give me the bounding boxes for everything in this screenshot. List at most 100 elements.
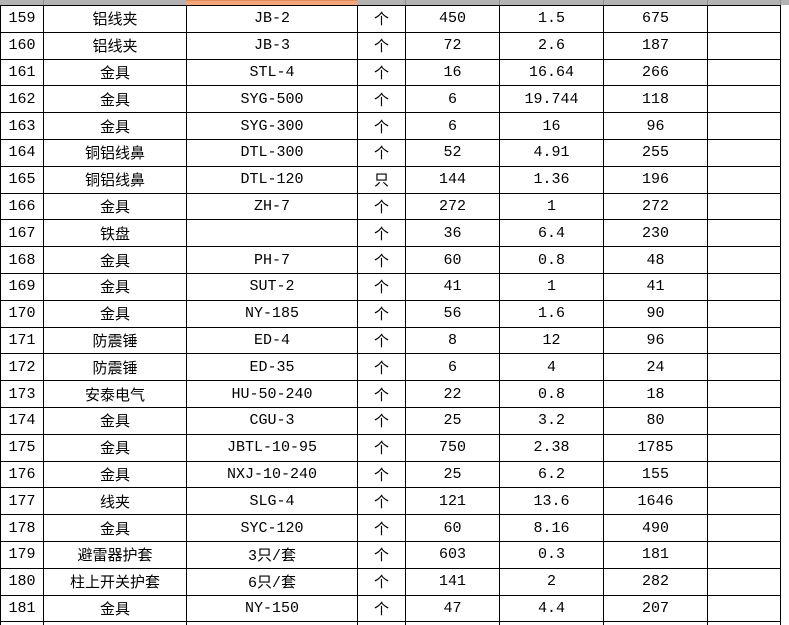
total-cell[interactable]: 96 — [603, 112, 708, 140]
quantity-cell[interactable]: 16 — [405, 58, 500, 87]
total-cell[interactable]: 18 — [603, 380, 708, 408]
row-number-cell[interactable]: 160 — [0, 31, 44, 60]
unit-price-cell[interactable]: 16 — [499, 112, 604, 140]
quantity-cell[interactable]: 141 — [405, 567, 500, 596]
row-number-cell[interactable]: 167 — [0, 219, 44, 248]
item-name-cell[interactable]: 避雷器护套 — [43, 540, 187, 569]
model-cell[interactable]: SYG-300 — [186, 112, 358, 140]
empty-cell[interactable] — [707, 219, 781, 248]
unit-price-cell[interactable]: 8.16 — [499, 514, 604, 542]
quantity-cell[interactable]: 121 — [405, 487, 500, 516]
model-cell[interactable]: JB-3 — [186, 31, 358, 60]
total-cell[interactable]: 272 — [603, 192, 708, 221]
total-cell[interactable]: 1646 — [603, 487, 708, 516]
row-number-cell[interactable]: 165 — [0, 165, 44, 194]
item-name-cell[interactable]: 铝线夹 — [43, 31, 187, 60]
model-cell[interactable]: DTL-120 — [186, 165, 358, 194]
model-cell[interactable]: JBTL-10-95 — [186, 433, 358, 462]
model-cell[interactable]: 6只/套 — [186, 567, 358, 596]
total-cell[interactable]: 196 — [603, 165, 708, 194]
unit-cell[interactable]: 个 — [357, 138, 406, 167]
empty-cell[interactable] — [707, 406, 781, 435]
total-cell[interactable]: 80 — [603, 406, 708, 435]
unit-cell[interactable]: 个 — [357, 567, 406, 596]
unit-price-cell[interactable]: 1.36 — [499, 165, 604, 194]
quantity-cell[interactable]: 52 — [405, 138, 500, 167]
unit-cell[interactable]: 个 — [357, 514, 406, 542]
row-number-cell[interactable]: 171 — [0, 326, 44, 355]
unit-cell[interactable]: 个 — [357, 460, 406, 489]
unit-price-cell[interactable]: 0.3 — [499, 540, 604, 569]
unit-cell[interactable]: 个 — [357, 58, 406, 87]
item-name-cell[interactable]: 金具 — [43, 514, 187, 542]
unit-price-cell[interactable]: 2.6 — [499, 31, 604, 60]
unit-cell[interactable]: 个 — [357, 5, 406, 33]
total-cell[interactable]: 187 — [603, 31, 708, 60]
empty-cell[interactable] — [707, 85, 781, 114]
model-cell[interactable]: CGU-3 — [186, 406, 358, 435]
row-number-cell[interactable]: 164 — [0, 138, 44, 167]
model-cell[interactable]: SLG-4 — [186, 487, 358, 516]
quantity-cell[interactable]: 41 — [405, 272, 500, 301]
row-number-cell[interactable]: 168 — [0, 246, 44, 274]
row-number-cell[interactable]: 175 — [0, 433, 44, 462]
item-name-cell[interactable]: 金具 — [43, 406, 187, 435]
item-name-cell[interactable]: 金具 — [43, 58, 187, 87]
model-cell[interactable]: SYG-500 — [186, 85, 358, 114]
quantity-cell[interactable]: 6 — [405, 112, 500, 140]
row-number-cell[interactable]: 170 — [0, 299, 44, 328]
empty-cell[interactable] — [707, 165, 781, 194]
unit-cell[interactable]: 个 — [357, 31, 406, 60]
empty-cell[interactable] — [707, 353, 781, 382]
model-cell[interactable]: NY-150 — [186, 594, 358, 623]
unit-price-cell[interactable]: 4.4 — [499, 594, 604, 623]
unit-cell[interactable]: 个 — [357, 192, 406, 221]
quantity-cell[interactable]: 6 — [405, 353, 500, 382]
quantity-cell[interactable]: 6 — [405, 85, 500, 114]
unit-cell[interactable]: 个 — [357, 594, 406, 623]
unit-cell[interactable]: 个 — [357, 406, 406, 435]
total-cell[interactable]: 48 — [603, 246, 708, 274]
total-cell[interactable]: 90 — [603, 299, 708, 328]
item-name-cell[interactable]: 柱上开关护套 — [43, 567, 187, 596]
item-name-cell[interactable]: 金具 — [43, 246, 187, 274]
total-cell[interactable]: 118 — [603, 85, 708, 114]
model-cell[interactable]: ED-35 — [186, 353, 358, 382]
model-cell[interactable]: JB-2 — [186, 5, 358, 33]
model-cell[interactable]: SUT-2 — [186, 272, 358, 301]
quantity-cell[interactable]: 25 — [405, 460, 500, 489]
unit-price-cell[interactable]: 1.5 — [499, 5, 604, 33]
item-name-cell[interactable]: 金具 — [43, 192, 187, 221]
model-cell[interactable]: HU-50-240 — [186, 380, 358, 408]
unit-price-cell[interactable]: 0.8 — [499, 380, 604, 408]
row-number-cell[interactable]: 178 — [0, 514, 44, 542]
total-cell[interactable]: 230 — [603, 219, 708, 248]
quantity-cell[interactable]: 60 — [405, 246, 500, 274]
empty-cell[interactable] — [707, 299, 781, 328]
unit-price-cell[interactable]: 1 — [499, 192, 604, 221]
item-name-cell[interactable]: 金具 — [43, 85, 187, 114]
row-number-cell[interactable]: 177 — [0, 487, 44, 516]
empty-cell[interactable] — [707, 540, 781, 569]
empty-cell[interactable] — [707, 192, 781, 221]
item-name-cell[interactable]: 金具 — [43, 460, 187, 489]
unit-cell[interactable]: 个 — [357, 380, 406, 408]
unit-price-cell[interactable]: 6.4 — [499, 219, 604, 248]
unit-price-cell[interactable]: 12 — [499, 326, 604, 355]
empty-cell[interactable] — [707, 246, 781, 274]
model-cell[interactable] — [186, 219, 358, 248]
row-number-cell[interactable]: 166 — [0, 192, 44, 221]
item-name-cell[interactable]: 线夹 — [43, 487, 187, 516]
total-cell[interactable]: 24 — [603, 353, 708, 382]
row-number-cell[interactable]: 173 — [0, 380, 44, 408]
model-cell[interactable]: NXJ-10-240 — [186, 460, 358, 489]
unit-cell[interactable]: 个 — [357, 326, 406, 355]
model-cell[interactable]: PH-7 — [186, 246, 358, 274]
empty-cell[interactable] — [707, 567, 781, 596]
unit-price-cell[interactable]: 0.8 — [499, 246, 604, 274]
total-cell[interactable]: 282 — [603, 567, 708, 596]
empty-cell[interactable] — [707, 58, 781, 87]
empty-cell[interactable] — [707, 326, 781, 355]
total-cell[interactable]: 1785 — [603, 433, 708, 462]
empty-cell[interactable] — [707, 380, 781, 408]
